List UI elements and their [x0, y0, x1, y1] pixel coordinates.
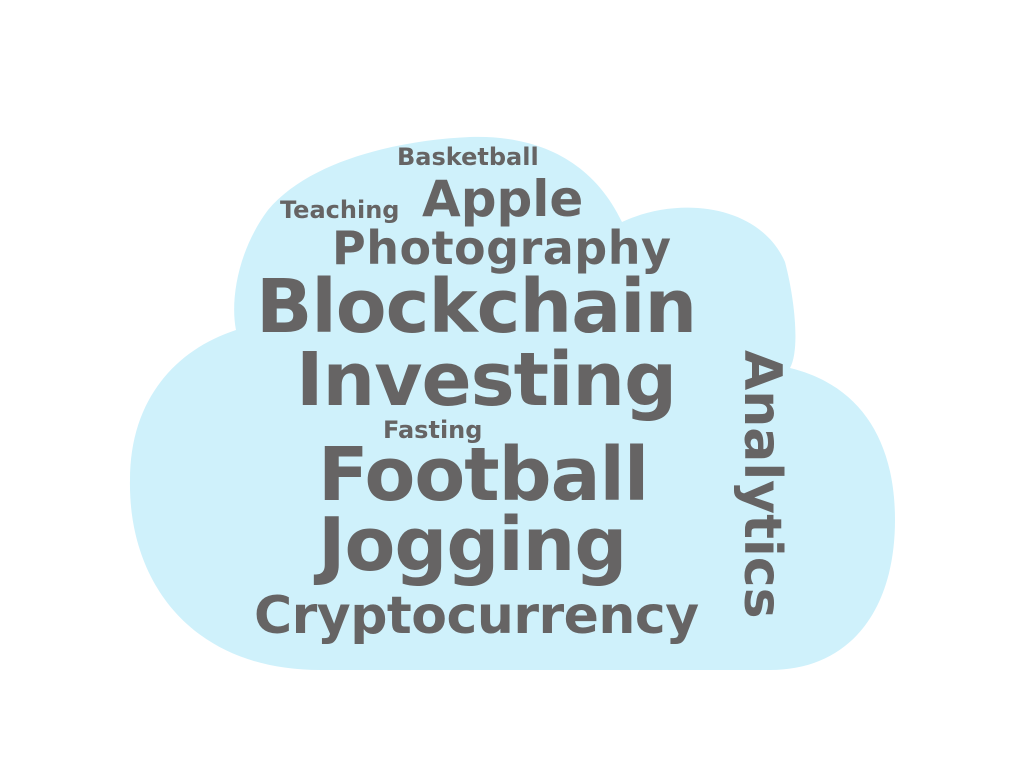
cloud-shape-path [129, 136, 896, 670]
word-apple: Apple [422, 170, 584, 228]
word-basketball: Basketball [397, 143, 539, 171]
word-cryptocurrency: Cryptocurrency [254, 586, 699, 646]
word-fasting: Fasting [383, 416, 483, 444]
word-investing: Investing [296, 337, 677, 423]
word-jogging: Jogging [318, 502, 627, 588]
word-teaching: Teaching [280, 196, 400, 224]
word-blockchain: Blockchain [256, 264, 697, 350]
word-analytics: Analytics [732, 350, 792, 619]
word-photography: Photography [332, 221, 672, 275]
word-football: Football [318, 432, 649, 518]
